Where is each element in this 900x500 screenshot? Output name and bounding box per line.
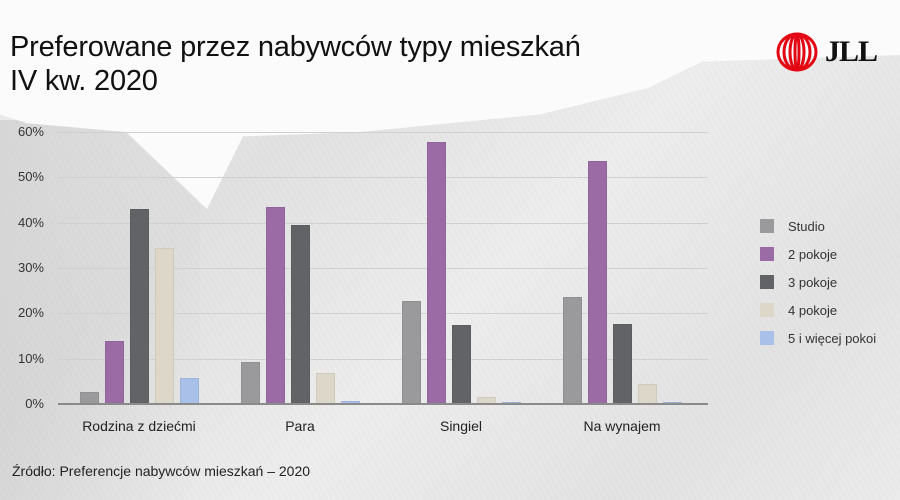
legend-label: 2 pokoje [788,246,838,262]
x-tick-label: Para [285,418,315,434]
legend-swatch [760,219,774,233]
gridline [58,313,708,315]
y-tick-label: 60% [17,124,44,139]
x-tick-label: Rodzina z dziećmi [82,418,196,434]
bar-singiel-studio [402,301,421,404]
x-tick-label: Na wynajem [583,418,661,434]
bar-para-3-pokoje [291,224,310,404]
bar-na-wynajem-studio [563,297,582,404]
jll-helix-icon [776,32,818,72]
bar-rodzina-z-dziećmi-5-i-więcej-pokoi [180,377,199,404]
legend-label: 5 i więcej pokoi [788,330,877,346]
bar-para-4-pokoje [316,373,335,404]
y-tick-label: 10% [17,350,44,366]
jll-logo-text: JLL [825,35,878,68]
bar-na-wynajem-2-pokoje [588,161,607,404]
bar-na-wynajem-3-pokoje [613,323,632,404]
legend-label: Studio [788,218,825,234]
gridline [58,222,708,224]
y-tick-label: 30% [17,260,44,275]
legend-swatch [760,303,774,317]
legend-swatch [760,331,774,345]
chart-legend: Studio 2 pokoje 3 pokoje 4 pokoje 5 i więcej… [760,212,876,352]
legend-item: 5 i więcej pokoi [760,324,876,352]
bar-para-2-pokoje [266,206,285,404]
legend-item: 2 pokoje [760,240,876,268]
y-tick-label: 40% [17,214,44,230]
gridline [58,268,708,269]
legend-item: Studio [760,212,876,240]
legend-item: 4 pokoje [760,296,876,324]
x-axis-line [58,403,708,405]
gridline [58,358,708,360]
gridline [58,177,708,179]
legend-item: 3 pokoje [760,268,876,296]
bar-para-studio [241,361,260,404]
gridline [58,132,708,133]
x-tick-label: Singiel [439,418,483,434]
legend-label: 3 pokoje [788,274,838,290]
bar-rodzina-z-dziećmi-2-pokoje [105,340,124,404]
bar-na-wynajem-4-pokoje [638,384,657,404]
legend-swatch [760,247,774,261]
chart-title-line2: IV kw. 2020 [10,65,158,97]
bar-singiel-2-pokoje [427,141,446,404]
y-tick-label: 0% [25,396,44,411]
bar-rodzina-z-dziećmi-4-pokoje [155,248,174,404]
bar-singiel-3-pokoje [452,325,471,404]
y-tick-label: 50% [17,169,44,185]
jll-logo: JLL [775,32,878,72]
chart-title-line1: Preferowane przez nabywców typy mieszkań [10,31,581,63]
legend-label: 4 pokoje [788,302,838,318]
y-tick-label: 20% [17,305,44,321]
source-note: Źródło: Preferencje nabywców mieszkań – … [12,463,311,479]
legend-swatch [760,275,774,289]
chart-title: Preferowane przez nabywców typy mieszkań… [10,30,581,98]
bar-rodzina-z-dziećmi-3-pokoje [130,209,149,404]
